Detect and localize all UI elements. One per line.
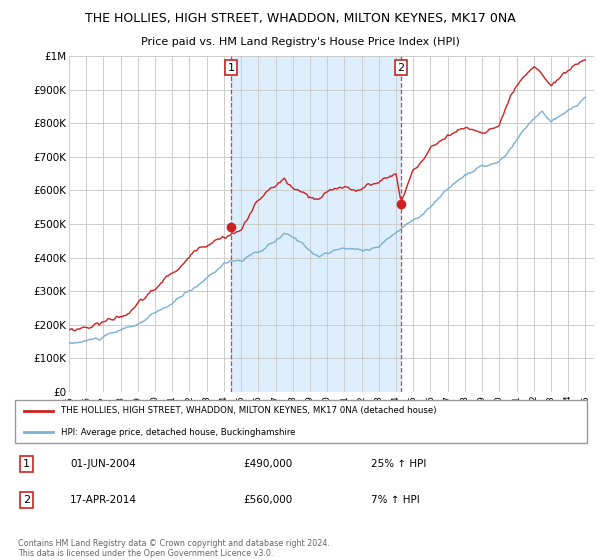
Text: 25% ↑ HPI: 25% ↑ HPI [371, 459, 427, 469]
Text: 2: 2 [397, 63, 404, 73]
FancyBboxPatch shape [15, 399, 587, 444]
Text: £490,000: £490,000 [244, 459, 293, 469]
Text: 1: 1 [227, 63, 235, 73]
Text: Price paid vs. HM Land Registry's House Price Index (HPI): Price paid vs. HM Land Registry's House … [140, 37, 460, 47]
Bar [231, 56, 401, 392]
Text: THE HOLLIES, HIGH STREET, WHADDON, MILTON KEYNES, MK17 0NA: THE HOLLIES, HIGH STREET, WHADDON, MILTO… [85, 12, 515, 25]
Text: £560,000: £560,000 [244, 495, 293, 505]
Text: 1: 1 [23, 459, 30, 469]
Text: 17-APR-2014: 17-APR-2014 [70, 495, 137, 505]
Text: 2: 2 [23, 495, 30, 505]
Text: 7% ↑ HPI: 7% ↑ HPI [371, 495, 420, 505]
Text: Contains HM Land Registry data © Crown copyright and database right 2024.
This d: Contains HM Land Registry data © Crown c… [18, 539, 329, 558]
Text: THE HOLLIES, HIGH STREET, WHADDON, MILTON KEYNES, MK17 0NA (detached house): THE HOLLIES, HIGH STREET, WHADDON, MILTO… [61, 407, 437, 416]
Text: HPI: Average price, detached house, Buckinghamshire: HPI: Average price, detached house, Buck… [61, 428, 296, 437]
Text: 01-JUN-2004: 01-JUN-2004 [70, 459, 136, 469]
